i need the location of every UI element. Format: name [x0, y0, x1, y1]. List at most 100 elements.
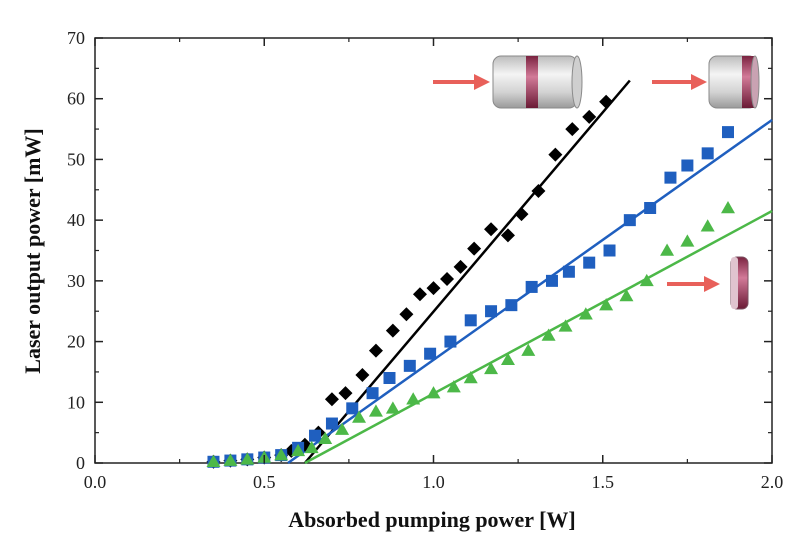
x-tick-label: 0.0 [84, 472, 107, 492]
data-point-square [545, 274, 558, 287]
annotation-long-crystal [433, 55, 583, 109]
data-point-triangle [206, 454, 221, 468]
y-tick-label: 0 [76, 453, 85, 473]
x-tick-label: 1.0 [422, 472, 445, 492]
data-point-square [325, 417, 338, 430]
data-point-triangle [446, 380, 461, 393]
data-point-diamond [412, 287, 427, 302]
data-point-triangle [240, 452, 255, 465]
data-point-diamond [599, 94, 614, 109]
data-point-triangle [599, 298, 614, 311]
data-point-diamond [324, 392, 339, 407]
data-point-diamond [338, 386, 353, 401]
data-point-diamond [467, 241, 482, 256]
y-tick-label: 50 [67, 149, 85, 169]
data-point-diamond [484, 222, 499, 237]
long-crystal-icon [492, 55, 583, 109]
data-point-diamond [565, 122, 580, 137]
data-point-square [644, 202, 657, 214]
data-point-diamond [500, 228, 515, 243]
data-point-triangle [335, 422, 350, 435]
fit-line-diamond [303, 79, 631, 464]
fit-lines [287, 79, 773, 465]
medium-crystal-icon [708, 55, 760, 109]
data-point-triangle [304, 440, 319, 454]
data-point-square [366, 387, 379, 400]
data-point-square [701, 147, 714, 160]
x-tick-label: 2.0 [761, 472, 784, 492]
data-point-triangle [680, 234, 695, 247]
data-point-diamond [426, 281, 441, 296]
x-axis: 0.0 0.5 1.0 1.5 2.0 [84, 38, 784, 492]
y-tick-label: 40 [67, 210, 85, 230]
x-tick-label: 0.5 [253, 472, 276, 492]
data-point-square [383, 372, 396, 384]
data-point-triangle [720, 201, 735, 214]
y-tick-label: 60 [67, 89, 85, 109]
data-point-triangle [274, 448, 289, 461]
data-point-triangle [660, 243, 675, 256]
data-point-diamond [514, 207, 529, 222]
data-point-square [464, 314, 477, 327]
fit-line-triangle [304, 209, 773, 465]
data-point-triangle [558, 319, 573, 332]
data-point-triangle [223, 453, 238, 466]
data-point-triangle [541, 328, 556, 341]
data-point-triangle [521, 343, 536, 356]
data-point-square [424, 347, 437, 360]
data-point-triangle [426, 386, 441, 399]
data-point-triangle [352, 410, 367, 423]
data-point-square [444, 335, 457, 348]
data-point-triangle [700, 219, 715, 232]
data-point-triangle [639, 273, 654, 287]
thin-disk-crystal-icon [730, 256, 749, 310]
x-axis-title: Absorbed pumping power [W] [288, 507, 575, 532]
data-point-square [664, 171, 677, 184]
data-point-square [485, 305, 498, 318]
data-point-diamond [548, 147, 563, 162]
data-point-square [721, 126, 734, 139]
data-point-triangle [500, 352, 515, 366]
data-point-triangle [619, 289, 634, 302]
data-point-triangle [463, 371, 478, 384]
arrow-icon [652, 74, 707, 90]
data-point-diamond [368, 343, 383, 358]
data-point-square [525, 280, 538, 293]
y-axis-title: Laser output power [mW] [20, 128, 45, 373]
data-point-square [346, 402, 359, 415]
data-point-diamond [385, 323, 400, 338]
annotation-thin-disk-crystal [667, 256, 749, 310]
data-point-triangle [406, 392, 421, 405]
arrow-icon [433, 74, 490, 90]
y-tick-label: 10 [67, 392, 85, 412]
y-tick-label: 20 [67, 332, 85, 352]
x-tick-label: 1.5 [592, 472, 615, 492]
data-point-diamond [453, 259, 468, 274]
data-point-square [562, 265, 575, 278]
data-point-diamond [582, 109, 597, 124]
arrow-icon [667, 276, 720, 292]
data-point-triangle [291, 443, 306, 457]
data-point-diamond [531, 184, 546, 198]
y-axis: 0 10 20 30 40 50 60 70 [67, 28, 772, 473]
data-point-triangle [368, 404, 383, 417]
data-point-square [681, 159, 694, 172]
data-point-triangle [484, 361, 499, 375]
data-point-diamond [355, 367, 370, 382]
data-point-diamond [440, 272, 455, 287]
data-point-square [505, 299, 518, 312]
y-tick-label: 70 [67, 28, 85, 48]
data-point-square [623, 214, 636, 227]
data-point-triangle [578, 307, 593, 320]
data-markers [206, 94, 735, 469]
data-point-square [603, 244, 616, 257]
y-tick-label: 30 [67, 271, 85, 291]
data-point-diamond [399, 307, 414, 322]
annotation-medium-crystal [652, 55, 760, 109]
data-point-square [403, 359, 416, 372]
data-point-square [583, 256, 596, 269]
data-point-triangle [385, 401, 400, 414]
data-point-triangle [318, 431, 333, 444]
data-point-square [309, 429, 322, 442]
